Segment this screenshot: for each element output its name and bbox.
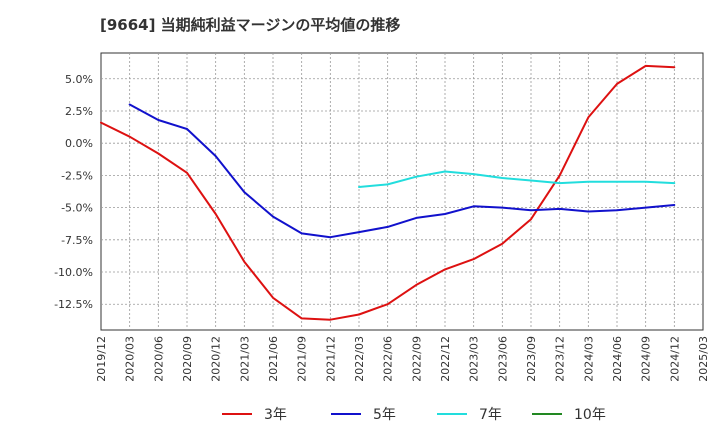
x-tick-label: 2022/09 <box>410 336 423 382</box>
y-tick-label: -10.0% <box>54 266 93 279</box>
y-tick-label: -7.5% <box>61 234 93 247</box>
x-tick-label: 2022/06 <box>382 336 395 382</box>
legend-label: 10年 <box>574 407 606 423</box>
x-tick-label: 2020/09 <box>181 336 194 382</box>
x-tick-label: 2020/03 <box>124 336 137 382</box>
x-tick-label: 2025/03 <box>697 336 710 382</box>
x-tick-label: 2023/06 <box>496 336 509 382</box>
series-line <box>100 64 676 321</box>
chart-title: [9664] 当期純利益マージンの平均値の推移 <box>100 16 401 34</box>
legend-item: 5年 <box>331 407 396 423</box>
x-tick-label: 2023/09 <box>525 336 538 382</box>
legend: 3年 5年 7年 10年 <box>222 407 606 423</box>
x-tick-label: 2024/03 <box>582 336 595 382</box>
y-tick-label: -2.5% <box>61 169 93 182</box>
x-tick-label: 2019/12 <box>95 336 108 382</box>
legend-item: 7年 <box>437 407 502 423</box>
legend-label: 5年 <box>373 407 396 423</box>
series-line <box>358 170 676 188</box>
x-tick-label: 2021/12 <box>324 336 337 382</box>
x-tick-label: 2024/09 <box>640 336 653 382</box>
y-tick-label: 2.5% <box>65 105 93 118</box>
y-tick-label: -12.5% <box>54 298 93 311</box>
legend-item: 10年 <box>532 407 606 423</box>
legend-label: 3年 <box>264 407 287 423</box>
plot-frame <box>100 52 704 331</box>
legend-label: 7年 <box>479 407 502 423</box>
x-tick-label: 2022/12 <box>439 336 452 382</box>
y-tick-label: 0.0% <box>65 137 93 150</box>
y-tick-label: 5.0% <box>65 73 93 86</box>
x-tick-label: 2023/03 <box>468 336 481 382</box>
x-tick-label: 2020/12 <box>210 336 223 382</box>
x-tick-label: 2020/06 <box>152 336 165 382</box>
x-tick-label: 2021/09 <box>296 336 309 382</box>
y-tick-label: -5.0% <box>61 202 93 215</box>
x-tick-label: 2021/03 <box>238 336 251 382</box>
x-tick-label: 2023/12 <box>554 336 567 382</box>
series-line <box>128 103 676 239</box>
legend-item: 3年 <box>222 407 287 423</box>
x-tick-label: 2022/03 <box>353 336 366 382</box>
x-tick-label: 2021/06 <box>267 336 280 382</box>
x-tick-label: 2024/12 <box>668 336 681 382</box>
x-tick-label: 2024/06 <box>611 336 624 382</box>
